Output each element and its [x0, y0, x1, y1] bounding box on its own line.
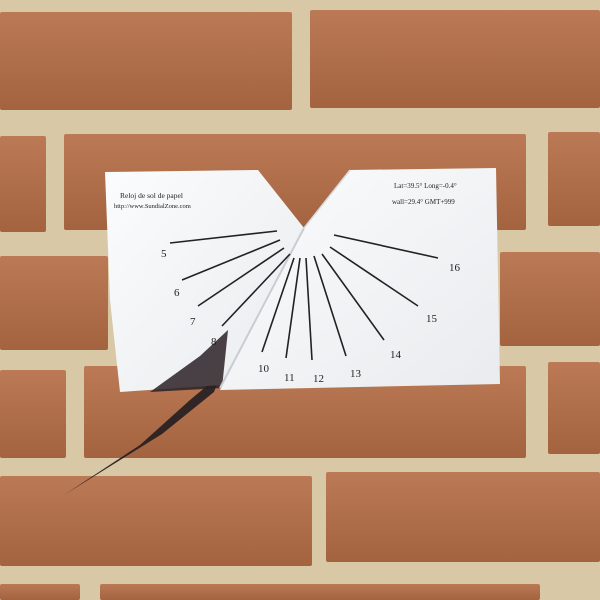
- brick: [0, 12, 292, 110]
- hour-label-8: 8: [211, 336, 217, 348]
- hour-line-10: [261, 257, 295, 353]
- gnomon-fold: [303, 169, 351, 229]
- brick: [548, 132, 600, 226]
- hour-label-5: 5: [161, 248, 167, 260]
- brick: [0, 584, 80, 600]
- hour-label-15: 15: [426, 313, 438, 325]
- brick: [500, 252, 600, 346]
- sundial-left-panel: [105, 170, 304, 392]
- brick: [0, 476, 312, 566]
- hour-line-7: [197, 247, 285, 307]
- brick: [326, 472, 600, 562]
- hour-lines-right: [261, 234, 439, 361]
- hour-label-12: 12: [313, 373, 324, 385]
- brick-wall: [0, 10, 600, 600]
- hour-label-13: 13: [350, 368, 362, 380]
- hour-label-10: 10: [258, 363, 270, 375]
- brick: [100, 584, 540, 600]
- hour-line-14: [321, 253, 385, 341]
- panel-shade: [150, 330, 228, 392]
- dial-coordinates: Lat=39.5° Long=-0.4°: [394, 182, 457, 190]
- hour-label-6: 6: [174, 287, 180, 299]
- dial-title: Reloj de sol de papel: [120, 191, 183, 200]
- brick: [548, 362, 600, 454]
- hour-line-11: [285, 257, 301, 359]
- brick: [0, 256, 108, 350]
- hour-line-15: [329, 246, 419, 307]
- hour-line-5: [169, 230, 278, 244]
- hour-label-16: 16: [449, 262, 461, 274]
- hour-line-12: [305, 257, 313, 361]
- hour-line-8: [221, 253, 291, 327]
- brick: [310, 10, 600, 108]
- hour-line-6: [181, 239, 281, 281]
- brick: [0, 370, 66, 458]
- hour-line-13: [313, 255, 347, 357]
- hour-lines-left: [169, 230, 291, 327]
- dial-wall-info: wall=29.4° GMT+999: [392, 198, 455, 206]
- hour-line-16: [333, 234, 439, 259]
- dial-url: http://www.SundialZone.com: [114, 203, 191, 210]
- hour-label-11: 11: [284, 372, 295, 384]
- hour-label-14: 14: [390, 349, 402, 361]
- brick: [0, 136, 46, 232]
- hour-label-7: 7: [190, 316, 196, 328]
